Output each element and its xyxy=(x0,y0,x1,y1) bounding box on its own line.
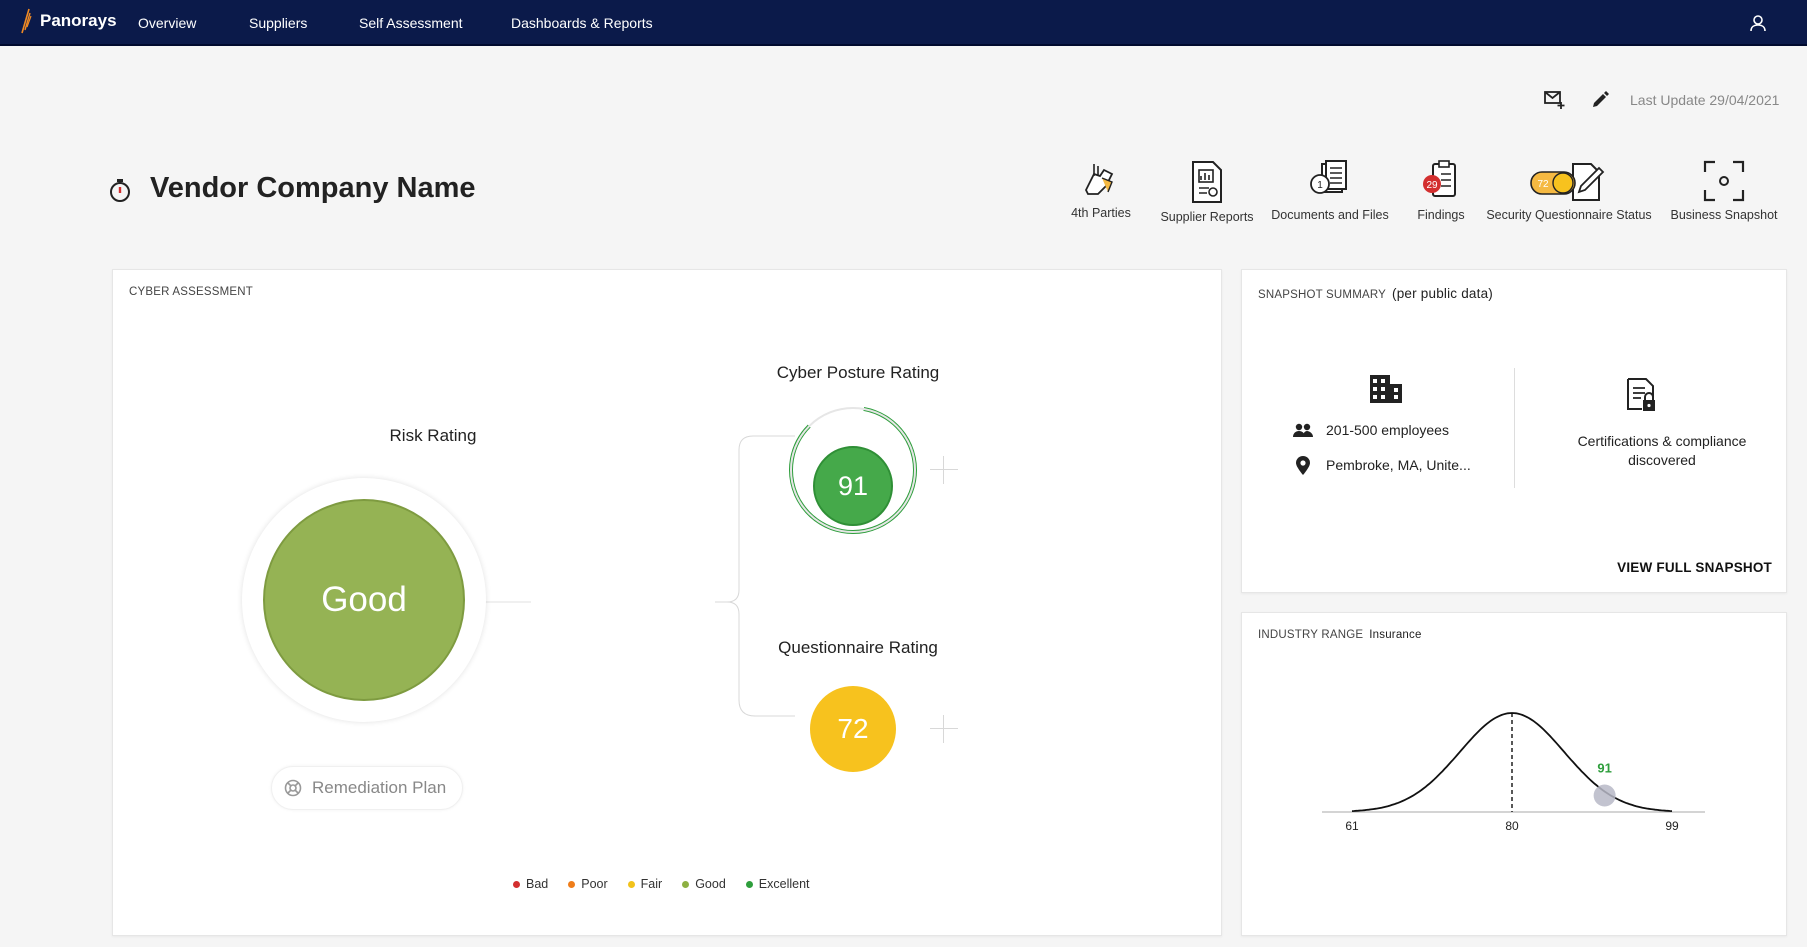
snapshot-summary-card: SNAPSHOT SUMMARY (per public data) 201-50… xyxy=(1241,269,1787,593)
risk-rating-label: Risk Rating xyxy=(389,426,477,445)
questionnaire-expand-icon[interactable] xyxy=(930,715,958,743)
fourth-parties-button[interactable]: 4th Parties xyxy=(1066,160,1136,220)
security-questionnaire-status-label: Security Questionnaire Status xyxy=(1486,208,1652,222)
industry-range-card: INDUSTRY RANGE Insurance 91 61 80 99 xyxy=(1241,612,1787,936)
employees-text: 201-500 employees xyxy=(1326,422,1449,438)
documents-files-button[interactable]: 1 Documents and Files xyxy=(1271,160,1389,222)
edit-icon[interactable] xyxy=(1590,90,1610,110)
employees-row: 201-500 employees xyxy=(1292,422,1449,438)
documents-icon: 1 xyxy=(1310,160,1347,194)
questionnaire-score[interactable]: 72 xyxy=(810,686,896,772)
findings-badge: 29 xyxy=(1426,180,1438,191)
location-row: Pembroke, MA, Unite... xyxy=(1292,455,1471,475)
documents-badge: 1 xyxy=(1317,180,1323,191)
documents-files-label: Documents and Files xyxy=(1271,208,1389,222)
business-snapshot-button[interactable]: Business Snapshot xyxy=(1670,160,1778,222)
cyber-assessment-card: CYBER ASSESSMENT Risk Rating Good Cyber … xyxy=(112,269,1222,936)
cyber-assessment-title: CYBER ASSESSMENT xyxy=(129,286,253,298)
risk-rating-value: Good xyxy=(263,499,465,701)
cyber-posture-score[interactable]: 91 xyxy=(813,446,893,526)
fourth-parties-label: 4th Parties xyxy=(1071,206,1131,220)
location-pin-icon xyxy=(1296,456,1310,475)
brand-name: Panorays xyxy=(40,11,117,30)
nav-dashboards-reports[interactable]: Dashboards & Reports xyxy=(511,15,653,31)
business-snapshot-icon xyxy=(1703,160,1745,202)
fourth-parties-icon xyxy=(1084,164,1114,195)
top-nav: Panorays Overview Suppliers Self Assessm… xyxy=(0,0,1807,46)
questionnaire-badge: 72 xyxy=(1537,179,1549,190)
vendor-timer-icon xyxy=(108,177,132,203)
nav-suppliers[interactable]: Suppliers xyxy=(249,15,308,31)
brand-logo[interactable]: Panorays xyxy=(20,8,117,34)
supplier-reports-button[interactable]: Supplier Reports xyxy=(1160,160,1254,224)
tick-min: 61 xyxy=(1345,819,1359,833)
legend-bad: Bad xyxy=(513,877,548,891)
score-marker-label: 91 xyxy=(1597,760,1611,775)
rating-connector-lines xyxy=(485,405,917,717)
risk-rating-gauge[interactable]: Good xyxy=(242,478,486,722)
tick-max: 99 xyxy=(1665,819,1679,833)
vendor-name-title: Vendor Company Name xyxy=(150,172,476,204)
nav-overview[interactable]: Overview xyxy=(138,15,197,31)
nav-self-assessment[interactable]: Self Assessment xyxy=(359,15,463,31)
questionnaire-status-icon: 72 xyxy=(1530,163,1605,201)
legend-excellent: Excellent xyxy=(745,877,810,891)
last-update-text: Last Update 29/04/2021 xyxy=(1630,92,1780,108)
legend-fair: Fair xyxy=(627,877,662,891)
invite-mail-icon[interactable] xyxy=(1544,90,1566,110)
certifications-text: Certifications & compliance discovered xyxy=(1577,433,1747,468)
view-full-snapshot-link[interactable]: VIEW FULL SNAPSHOT xyxy=(1617,560,1772,575)
industry-name: Insurance xyxy=(1369,629,1422,641)
security-questionnaire-status-button[interactable]: 72 Security Questionnaire Status xyxy=(1484,160,1654,222)
questionnaire-rating-label: Questionnaire Rating xyxy=(778,638,938,657)
cyber-posture-rating-label: Cyber Posture Rating xyxy=(776,363,940,382)
rating-legend: Bad Poor Fair Good Excellent xyxy=(513,877,810,891)
cyber-posture-expand-icon[interactable] xyxy=(930,456,958,484)
tick-median: 80 xyxy=(1505,819,1519,833)
legend-good: Good xyxy=(682,877,726,891)
supplier-reports-icon xyxy=(1192,161,1222,203)
findings-button[interactable]: 29 Findings xyxy=(1408,160,1474,222)
remediation-plan-button[interactable]: Remediation Plan xyxy=(271,766,463,810)
findings-label: Findings xyxy=(1417,208,1465,222)
score-marker[interactable] xyxy=(1593,784,1616,807)
supplier-reports-label: Supplier Reports xyxy=(1160,210,1254,224)
business-snapshot-label: Business Snapshot xyxy=(1670,208,1778,222)
building-icon xyxy=(1370,375,1402,403)
snapshot-divider xyxy=(1514,368,1515,488)
location-text: Pembroke, MA, Unite... xyxy=(1326,457,1471,473)
findings-icon: 29 xyxy=(1423,160,1456,197)
industry-range-title: INDUSTRY RANGE Insurance xyxy=(1258,629,1422,641)
snapshot-summary-title: SNAPSHOT SUMMARY (per public data) xyxy=(1258,286,1493,301)
industry-range-chart: 91 61 80 99 xyxy=(1322,712,1705,833)
remediation-plan-label: Remediation Plan xyxy=(312,778,447,797)
certificate-lock-icon xyxy=(1627,378,1655,411)
lifebuoy-icon xyxy=(284,779,302,797)
panorays-logo-icon xyxy=(20,8,34,34)
people-icon xyxy=(1293,423,1313,437)
legend-poor: Poor xyxy=(568,877,608,891)
user-icon[interactable] xyxy=(1749,14,1767,32)
snapshot-subtitle: (per public data) xyxy=(1392,286,1493,301)
